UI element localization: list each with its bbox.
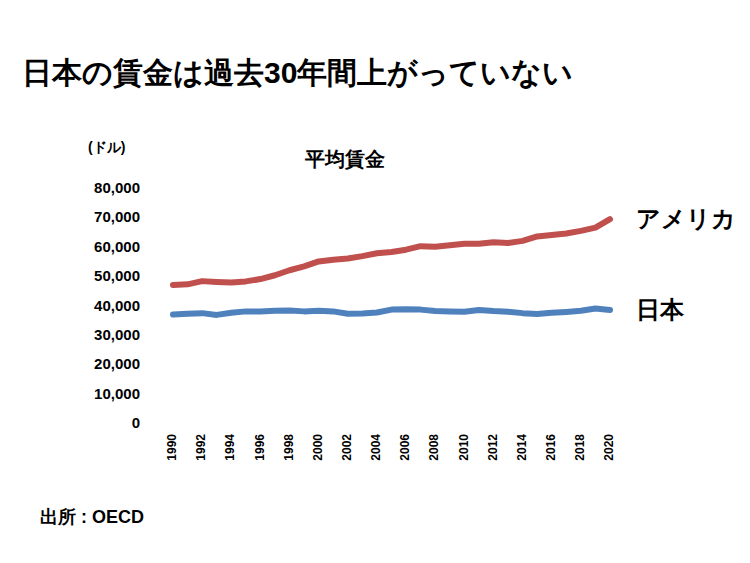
y-tick-label: 60,000 (94, 238, 140, 255)
x-tick-label: 1994 (223, 434, 237, 461)
x-tick-label: 2018 (573, 434, 587, 461)
legend-label: アメリカ (636, 205, 736, 232)
source-note: 出所 : OECD (40, 507, 144, 527)
x-tick-label: 2006 (398, 434, 412, 461)
y-tick-label: 30,000 (94, 326, 140, 343)
x-tick-label: 1996 (253, 434, 267, 461)
x-tick-label: 1992 (194, 434, 208, 461)
legend-label: 日本 (636, 296, 685, 323)
y-tick-label: 0 (132, 414, 140, 431)
x-tick-label: 2012 (486, 434, 500, 461)
plot-area (173, 219, 610, 315)
y-tick-label: 10,000 (94, 385, 140, 402)
series-line (173, 308, 610, 314)
series-line (173, 219, 610, 285)
x-tick-label: 2008 (427, 434, 441, 461)
x-tick-label: 2014 (515, 434, 529, 461)
subtitle: 平均賃金 (304, 148, 385, 170)
x-tick-label: 1990 (165, 434, 179, 461)
x-tick-label: 2016 (544, 434, 558, 461)
x-tick-label: 2020 (602, 434, 616, 461)
y-tick-label: 50,000 (94, 267, 140, 284)
y-tick-label: 80,000 (94, 179, 140, 196)
title: 日本の賃金は過去30年間上がっていない (22, 56, 573, 89)
y-tick-label: 70,000 (94, 208, 140, 225)
x-tick-label: 2002 (340, 434, 354, 461)
x-tick-label: 2004 (369, 434, 383, 461)
y-tick-label: 40,000 (94, 297, 140, 314)
chart: 日本の賃金は過去30年間上がっていない平均賃金 (ドル) 出所 : OECD 0 10,… (0, 0, 750, 563)
x-tick-label: 2000 (311, 434, 325, 461)
x-tick-label: 1998 (282, 434, 296, 461)
x-tick-label: 2010 (457, 434, 471, 461)
y-axis-label: (ドル) (88, 139, 125, 155)
y-tick-label: 20,000 (94, 355, 140, 372)
